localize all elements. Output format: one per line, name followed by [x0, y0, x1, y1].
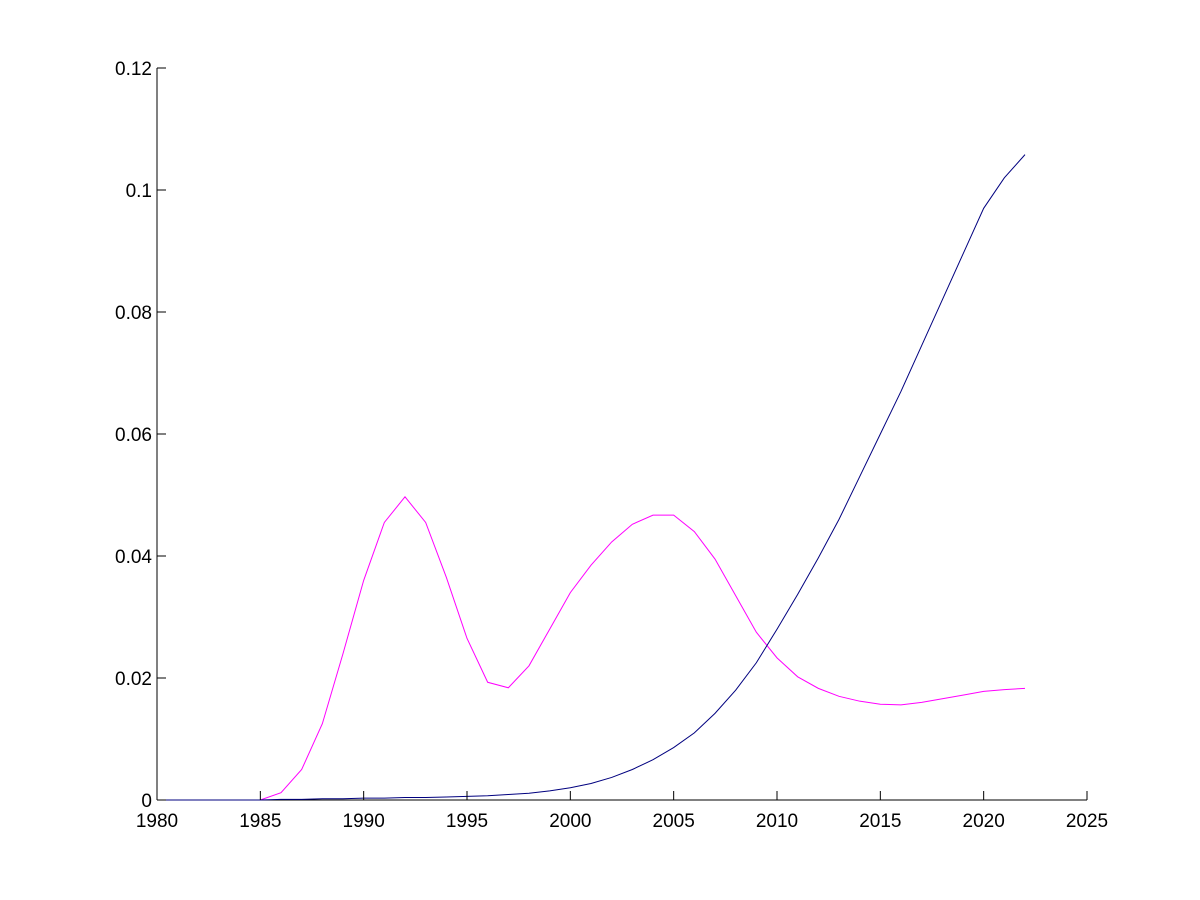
x-tick-label: 1980 — [136, 811, 178, 832]
series-layer — [157, 154, 1026, 801]
y-tick-label: 0.12 — [115, 59, 152, 80]
x-tick-label: 2010 — [756, 811, 798, 832]
x-tick-label: 2000 — [549, 811, 591, 832]
y-tick-label: 0.1 — [126, 181, 152, 202]
y-tick-label: 0.06 — [115, 425, 152, 446]
axes — [156, 68, 1087, 801]
x-tick-label: 1985 — [239, 811, 281, 832]
x-tick-label: 2015 — [859, 811, 901, 832]
series-line-1 — [157, 496, 1026, 801]
x-tick-label: 1995 — [446, 811, 488, 832]
x-tick-label: 1990 — [343, 811, 385, 832]
y-axis-ticks: 0 0.02 0.04 0.06 0.08 0.1 0.12 — [115, 59, 166, 812]
x-axis-ticks: 1980 1985 1990 1995 2000 2005 2010 2015 2020 2025 — [136, 791, 1108, 832]
x-tick-label: 2005 — [653, 811, 695, 832]
y-tick-label: 0.08 — [115, 303, 152, 324]
x-tick-label: 2020 — [963, 811, 1005, 832]
y-tick-label: 0.04 — [115, 547, 152, 568]
y-tick-label: 0.02 — [115, 669, 152, 690]
series-line-2 — [157, 154, 1026, 801]
y-tick-label: 0 — [141, 791, 152, 812]
x-tick-label: 2025 — [1066, 811, 1108, 832]
